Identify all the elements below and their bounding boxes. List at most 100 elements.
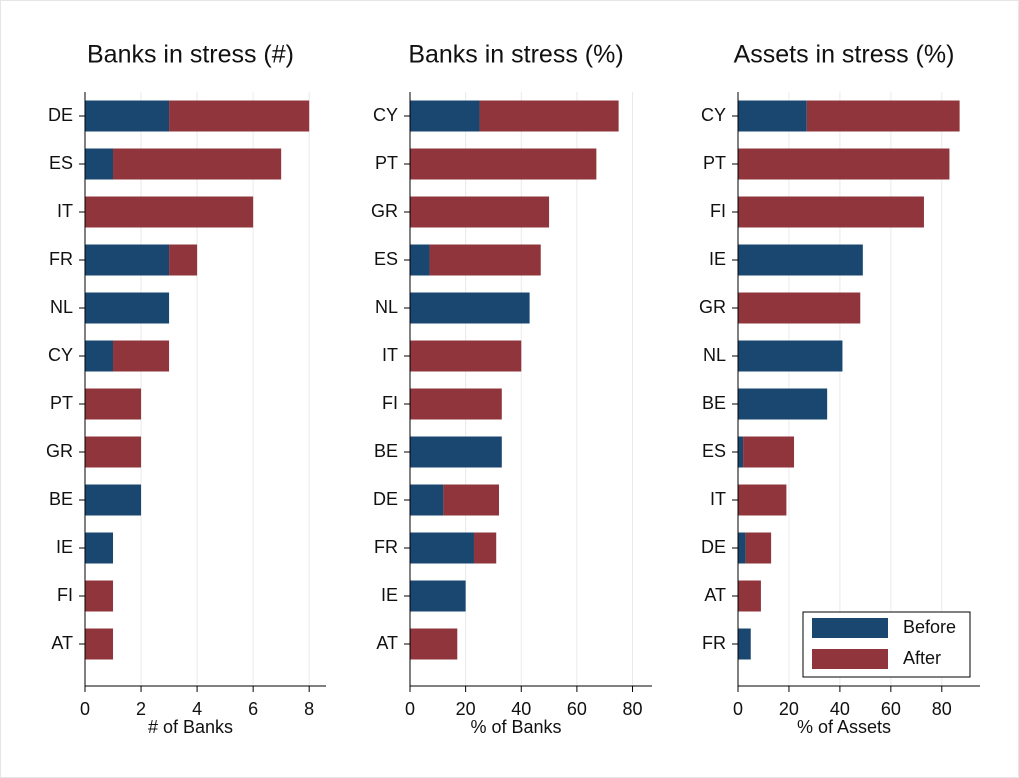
bar-segment <box>410 628 458 660</box>
x-tick-label: 40 <box>511 699 531 719</box>
bar-segment <box>743 436 795 468</box>
x-tick-label: 60 <box>881 699 901 719</box>
y-tick-label: FI <box>57 585 73 605</box>
bar-segment <box>738 148 950 180</box>
y-tick-label: IE <box>381 585 398 605</box>
bar-segment <box>738 436 744 468</box>
x-tick-label: 6 <box>248 699 258 719</box>
bar-segment <box>85 436 142 468</box>
bar-segment <box>85 196 254 228</box>
x-tick-label: 80 <box>623 699 643 719</box>
y-tick-label: PT <box>375 153 398 173</box>
bar-segment <box>479 100 619 132</box>
x-tick-label: 2 <box>136 699 146 719</box>
y-tick-label: NL <box>50 297 73 317</box>
y-tick-label: ES <box>374 249 398 269</box>
y-tick-label: ES <box>49 153 73 173</box>
y-tick-label: DE <box>373 489 398 509</box>
bar-segment <box>738 628 751 660</box>
x-tick-label: 4 <box>192 699 202 719</box>
legend-label: After <box>903 648 941 668</box>
x-axis-label: % of Banks <box>470 717 561 737</box>
bar-segment <box>738 532 746 564</box>
y-tick-label: IT <box>710 489 726 509</box>
panel-title: Banks in stress (#) <box>87 41 294 69</box>
x-axis-label: % of Assets <box>797 717 891 737</box>
y-tick-label: FR <box>49 249 73 269</box>
y-tick-label: IT <box>382 345 398 365</box>
bar-segment <box>745 532 772 564</box>
y-tick-label: IE <box>56 537 73 557</box>
y-tick-label: IT <box>57 201 73 221</box>
bar-segment <box>410 148 597 180</box>
bar-segment <box>85 148 114 180</box>
bar-segment <box>738 388 828 420</box>
bar-segment <box>410 580 466 612</box>
bar-segment <box>738 340 843 372</box>
bar-segment <box>85 628 114 660</box>
bar-segment <box>738 292 861 324</box>
y-tick-label: NL <box>703 345 726 365</box>
bar-segment <box>806 100 960 132</box>
bar-segment <box>410 340 522 372</box>
y-tick-label: IE <box>709 249 726 269</box>
bar-segment <box>473 532 497 564</box>
bar-segment <box>410 388 502 420</box>
bar-segment <box>410 436 502 468</box>
bar-segment <box>85 100 170 132</box>
x-tick-label: 0 <box>405 699 415 719</box>
y-tick-label: GR <box>371 201 398 221</box>
panel-title: Banks in stress (%) <box>408 41 623 69</box>
bar-segment <box>410 532 474 564</box>
bar-segment <box>410 484 444 516</box>
bar-segment <box>85 292 170 324</box>
x-tick-label: 20 <box>456 699 476 719</box>
legend-label: Before <box>903 617 956 637</box>
bar-segment <box>85 388 142 420</box>
bar-segment <box>738 580 761 612</box>
x-axis-label: # of Banks <box>148 717 233 737</box>
bar-segment <box>169 244 198 276</box>
bar-segment <box>410 100 480 132</box>
bar-segment <box>429 244 541 276</box>
y-tick-label: CY <box>701 105 726 125</box>
bar-segment <box>738 244 863 276</box>
bar-segment <box>85 484 142 516</box>
bar-segment <box>85 532 114 564</box>
bar-segment <box>113 148 282 180</box>
y-tick-label: PT <box>703 153 726 173</box>
y-tick-label: CY <box>373 105 398 125</box>
y-tick-label: BE <box>702 393 726 413</box>
x-tick-label: 20 <box>779 699 799 719</box>
bar-segment <box>738 484 787 516</box>
bar-segment <box>738 196 924 228</box>
panel-title: Assets in stress (%) <box>734 41 955 69</box>
bar-segment <box>410 196 550 228</box>
y-tick-label: AT <box>376 633 398 653</box>
y-tick-label: AT <box>704 585 726 605</box>
y-tick-label: CY <box>48 345 73 365</box>
bar-segment <box>169 100 310 132</box>
y-tick-label: FI <box>382 393 398 413</box>
legend-swatch <box>812 618 888 638</box>
x-tick-label: 40 <box>830 699 850 719</box>
y-tick-label: ES <box>702 441 726 461</box>
y-tick-label: DE <box>701 537 726 557</box>
bar-segment <box>410 292 530 324</box>
x-tick-label: 60 <box>567 699 587 719</box>
y-tick-label: PT <box>50 393 73 413</box>
y-tick-label: NL <box>375 297 398 317</box>
y-tick-label: DE <box>48 105 73 125</box>
y-tick-label: FI <box>710 201 726 221</box>
bar-segment <box>85 580 114 612</box>
bar-segment <box>85 244 170 276</box>
y-tick-label: FR <box>702 633 726 653</box>
bar-segment <box>113 340 170 372</box>
y-tick-label: GR <box>699 297 726 317</box>
bar-segment <box>410 244 430 276</box>
y-tick-label: AT <box>51 633 73 653</box>
y-tick-label: BE <box>374 441 398 461</box>
bar-segment <box>738 100 807 132</box>
y-tick-label: GR <box>46 441 73 461</box>
